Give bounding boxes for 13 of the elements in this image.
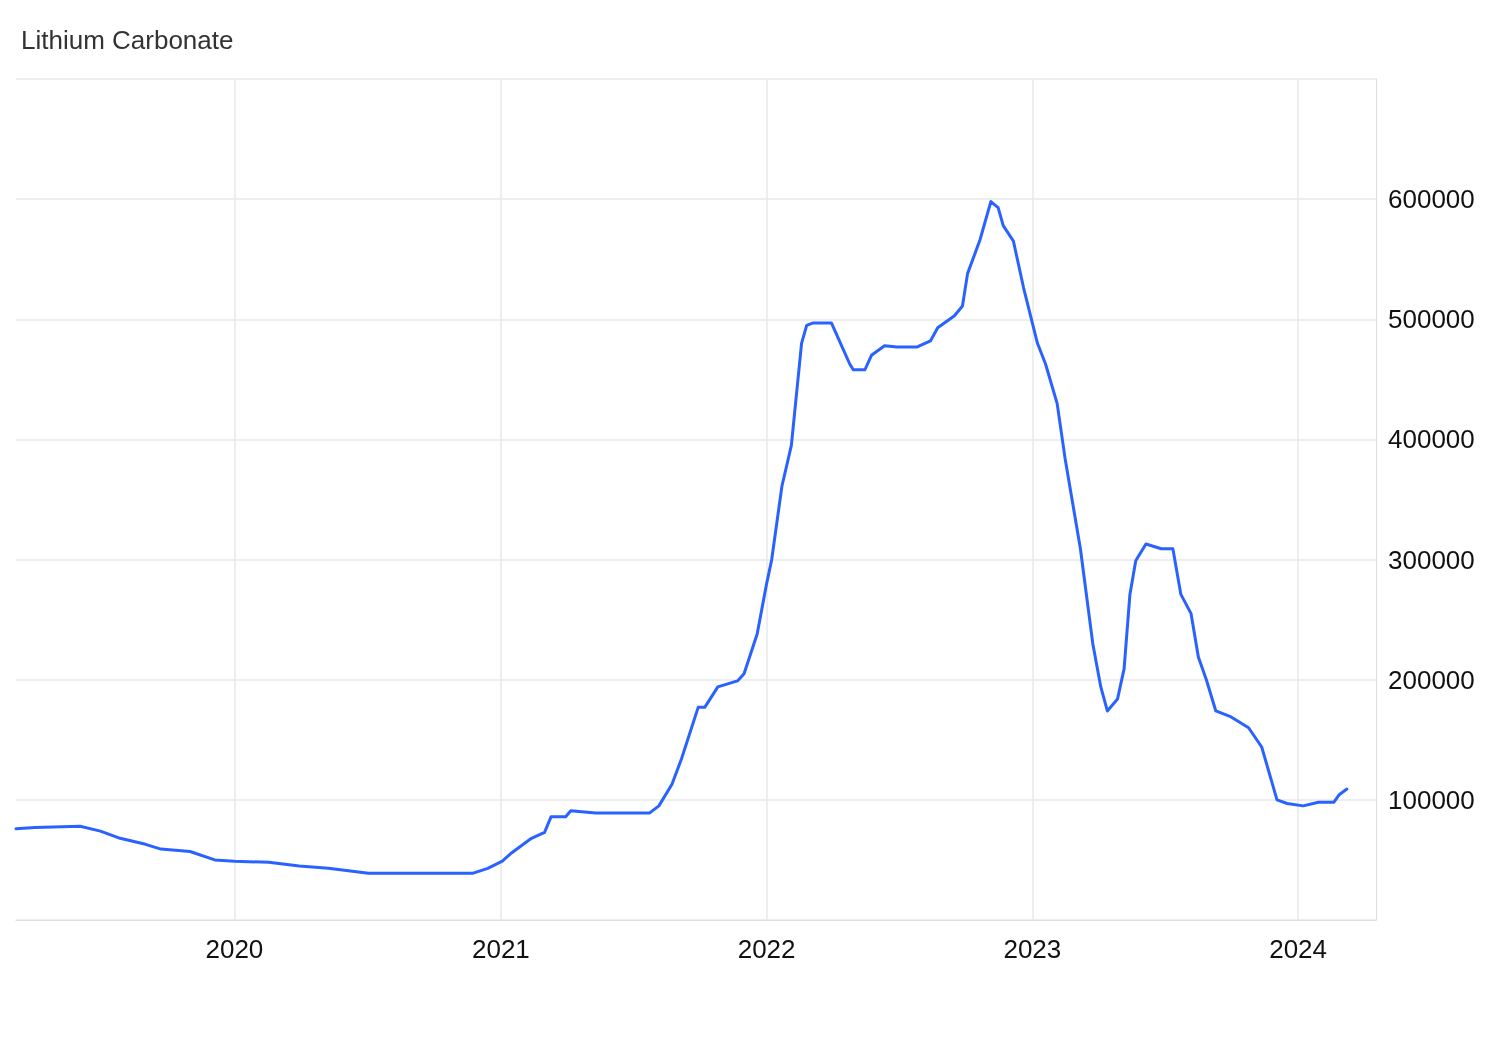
y-tick-label: 100000 bbox=[1388, 784, 1475, 815]
chart-title: Lithium Carbonate bbox=[21, 25, 234, 55]
y-tick-label: 500000 bbox=[1388, 304, 1475, 335]
y-tick-label: 400000 bbox=[1388, 424, 1475, 455]
x-tick-label: 2022 bbox=[737, 934, 796, 964]
x-tick-label: 2024 bbox=[1269, 934, 1328, 964]
y-tick-label: 300000 bbox=[1388, 544, 1475, 575]
line-series bbox=[14, 200, 1349, 875]
x-tick-label: 2020 bbox=[205, 934, 264, 964]
x-tick-label: 2021 bbox=[471, 934, 530, 964]
y-tick-label: 600000 bbox=[1388, 184, 1475, 215]
y-tick-label: 200000 bbox=[1388, 664, 1475, 695]
x-tick-label: 2023 bbox=[1003, 934, 1062, 964]
